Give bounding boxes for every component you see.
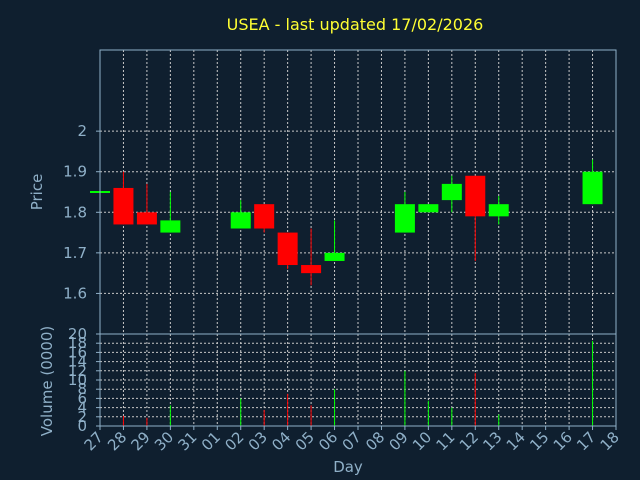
candle bbox=[582, 159, 603, 205]
candle bbox=[160, 192, 181, 233]
candle bbox=[301, 228, 322, 286]
volume-tick-label: 18 bbox=[68, 334, 87, 352]
price-tick-label: 2 bbox=[77, 122, 87, 140]
volume-tick-label: 14 bbox=[68, 353, 87, 371]
candle bbox=[113, 171, 134, 225]
volume-tick-label: 20 bbox=[68, 325, 87, 343]
price-candles bbox=[90, 159, 603, 286]
volume-tick-label: 6 bbox=[77, 389, 87, 407]
candle-body bbox=[441, 183, 462, 201]
candle-body bbox=[230, 212, 251, 229]
candle bbox=[418, 204, 439, 213]
day-axis: 2728293031010203040506070809101112131415… bbox=[81, 426, 623, 454]
candle bbox=[277, 232, 298, 270]
price-tick-label: 1.7 bbox=[63, 244, 87, 262]
chart-title: USEA - last updated 17/02/2026 bbox=[227, 15, 484, 34]
candle-body bbox=[136, 212, 157, 225]
volume-tick-label: 0 bbox=[77, 417, 87, 435]
candle-body bbox=[301, 265, 322, 274]
candle-body bbox=[254, 204, 275, 229]
candle bbox=[441, 175, 462, 213]
candle-body bbox=[488, 204, 509, 217]
candle-body bbox=[582, 171, 603, 205]
candle bbox=[394, 192, 415, 233]
volume-bars bbox=[122, 340, 594, 426]
x-axis-label: Day bbox=[333, 458, 363, 476]
candle-body bbox=[160, 220, 181, 233]
candle-body bbox=[324, 252, 345, 261]
candle bbox=[136, 183, 157, 225]
candle bbox=[488, 196, 509, 225]
volume-axis-label: Volume (0000) bbox=[38, 326, 56, 436]
candle-body bbox=[418, 204, 439, 213]
volume-tick-label: 8 bbox=[77, 380, 87, 398]
candle bbox=[254, 204, 275, 233]
volume-tick-label: 16 bbox=[68, 343, 87, 361]
candle-body bbox=[394, 204, 415, 233]
candle bbox=[324, 220, 345, 261]
candle-body bbox=[465, 175, 486, 217]
price-tick-label: 1.8 bbox=[63, 203, 87, 221]
volume-tick-label: 10 bbox=[68, 371, 87, 389]
price-tick-label: 1.9 bbox=[63, 163, 87, 181]
price-axis-label: Price bbox=[28, 174, 46, 211]
price-tick-label: 1.6 bbox=[63, 284, 87, 302]
candle-body bbox=[277, 232, 298, 266]
volume-tick-label: 4 bbox=[77, 399, 87, 417]
candle-body bbox=[113, 187, 134, 225]
candle bbox=[465, 175, 486, 261]
volume-tick-label: 12 bbox=[68, 362, 87, 380]
candle bbox=[230, 200, 251, 229]
volume-tick-label: 2 bbox=[77, 408, 87, 426]
price-axis: 1.6 1.7 1.8 1.9 2 bbox=[63, 122, 100, 302]
